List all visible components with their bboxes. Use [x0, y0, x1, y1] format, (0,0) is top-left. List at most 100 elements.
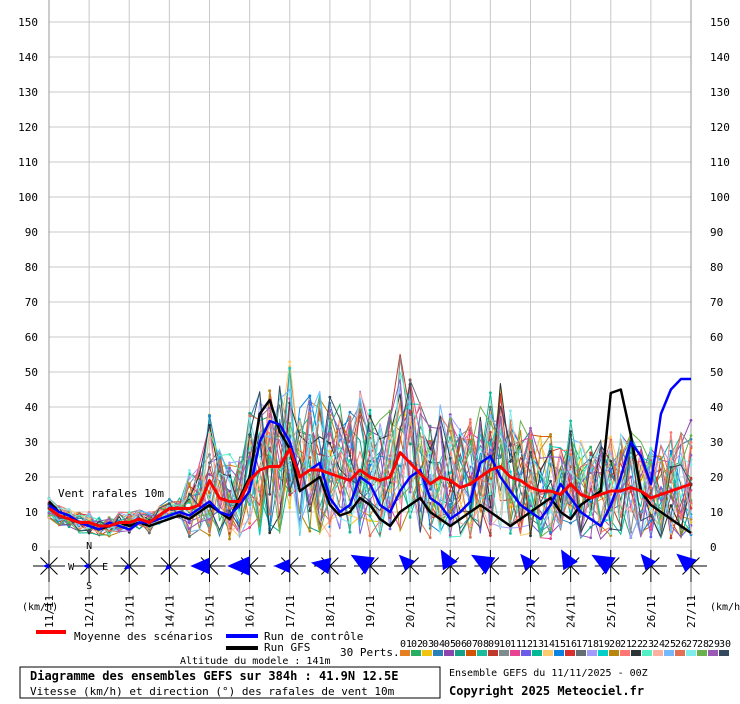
perturbation-point	[288, 388, 292, 392]
y-tick-label-left: 70	[25, 296, 38, 309]
wind-wedge	[190, 557, 210, 575]
perturbation-point	[208, 491, 211, 495]
x-date-label: 14/11	[163, 595, 176, 628]
perturbation-point	[448, 436, 452, 440]
perturbation-point	[569, 448, 573, 452]
y-tick-label-left: 120	[18, 121, 38, 134]
wind-wedge	[561, 549, 578, 571]
compass-spoke	[409, 565, 419, 575]
wind-symbol	[190, 550, 226, 582]
perturbation-number: 05	[444, 639, 456, 650]
wind-symbol	[675, 550, 707, 582]
y-tick-label-right: 50	[710, 366, 723, 379]
perturbation-point	[47, 511, 51, 515]
compass-spoke	[610, 565, 620, 575]
perturbation-point	[509, 532, 512, 535]
y-tick-label-right: 30	[710, 436, 723, 449]
perturbation-point	[288, 489, 292, 493]
perturbation-point	[649, 446, 653, 450]
compass-spoke	[449, 565, 460, 575]
perturbation-point	[609, 527, 613, 531]
perturbation-point	[368, 459, 372, 463]
perturbation-point	[649, 514, 653, 517]
perturbation-point	[428, 536, 432, 540]
wind-symbol	[394, 550, 427, 582]
perturbation-point	[488, 505, 492, 509]
y-tick-label-left: 110	[18, 156, 38, 169]
perturbation-point	[248, 411, 252, 415]
wind-symbol	[591, 550, 627, 582]
compass-spoke	[642, 565, 652, 575]
perturbation-number: 25	[664, 639, 676, 650]
perturbation-swatch	[488, 650, 498, 656]
legend-mean-label: Moyenne des scénarios	[74, 630, 213, 643]
perturbation-point	[649, 451, 653, 455]
perturbation-point	[188, 476, 191, 480]
compass-spoke	[441, 565, 451, 575]
compass-spoke	[530, 565, 540, 575]
perturbation-swatch	[510, 650, 520, 656]
perturbation-point	[589, 536, 593, 540]
x-date-label: 11/11	[43, 595, 56, 628]
perturbation-point	[208, 461, 211, 465]
perturbation-swatch	[675, 650, 685, 656]
perturbation-point	[228, 494, 231, 498]
perturbation-point	[248, 503, 252, 506]
perturbation-point	[288, 493, 292, 497]
perturbation-point	[488, 430, 492, 434]
perturbation-point	[428, 516, 432, 520]
perturbation-point	[549, 433, 552, 436]
perturbation-point	[448, 441, 452, 444]
perturbation-number: 27	[686, 639, 698, 650]
wind-symbol	[350, 550, 386, 582]
perturbation-point	[268, 455, 272, 458]
y-tick-label-left: 130	[18, 86, 38, 99]
perturbation-point	[488, 414, 492, 418]
wind-symbol	[470, 550, 507, 582]
perturbation-point	[308, 435, 312, 439]
y-tick-label-left: 140	[18, 51, 38, 64]
perturbation-point	[308, 456, 312, 459]
perturbation-point	[328, 432, 332, 436]
y-unit-right: (km/h)	[710, 602, 740, 613]
perturbation-point	[468, 478, 472, 482]
perturbation-point	[328, 476, 332, 479]
perturbation-point	[549, 450, 552, 453]
perturbation-point	[188, 535, 191, 538]
perturbation-number: 10	[499, 639, 511, 650]
y-tick-label-right: 120	[710, 121, 730, 134]
perturbation-point	[87, 512, 91, 516]
perturbation-point	[348, 454, 352, 458]
y-tick-label-left: 40	[25, 401, 38, 414]
legend: Moyenne des scénarios Run de contrôle Ru…	[36, 630, 363, 654]
perturbation-point	[328, 408, 332, 412]
compass-spoke	[48, 557, 58, 567]
perturbation-point	[188, 482, 191, 486]
perturbation-number: 13	[532, 639, 544, 650]
perturbation-point	[348, 415, 352, 419]
perturbation-point	[248, 455, 252, 459]
perturbation-point	[288, 466, 292, 470]
perturbation-point	[569, 419, 573, 423]
perturbation-point	[529, 480, 532, 484]
perturbation-swatch	[598, 650, 608, 656]
perturbation-point	[488, 422, 492, 425]
perturbation-point	[468, 418, 472, 421]
perturbation-point	[348, 445, 352, 449]
perturbation-swatch	[422, 650, 432, 656]
perturbation-point	[348, 521, 352, 525]
compass-spoke	[650, 565, 660, 575]
compass-spoke	[88, 557, 98, 567]
wind-symbol	[113, 550, 146, 582]
perturbation-point	[167, 510, 171, 514]
perturbation-point	[308, 412, 312, 416]
perturbation-point	[649, 486, 653, 490]
wind-wedge	[42, 563, 49, 569]
compass-letter: W	[68, 562, 75, 573]
x-date-label: 15/11	[204, 595, 217, 628]
perturbation-point	[47, 497, 51, 501]
compass-spoke	[88, 565, 98, 575]
y-tick-label-left: 150	[18, 16, 38, 29]
y-tick-label-left: 90	[25, 226, 38, 239]
